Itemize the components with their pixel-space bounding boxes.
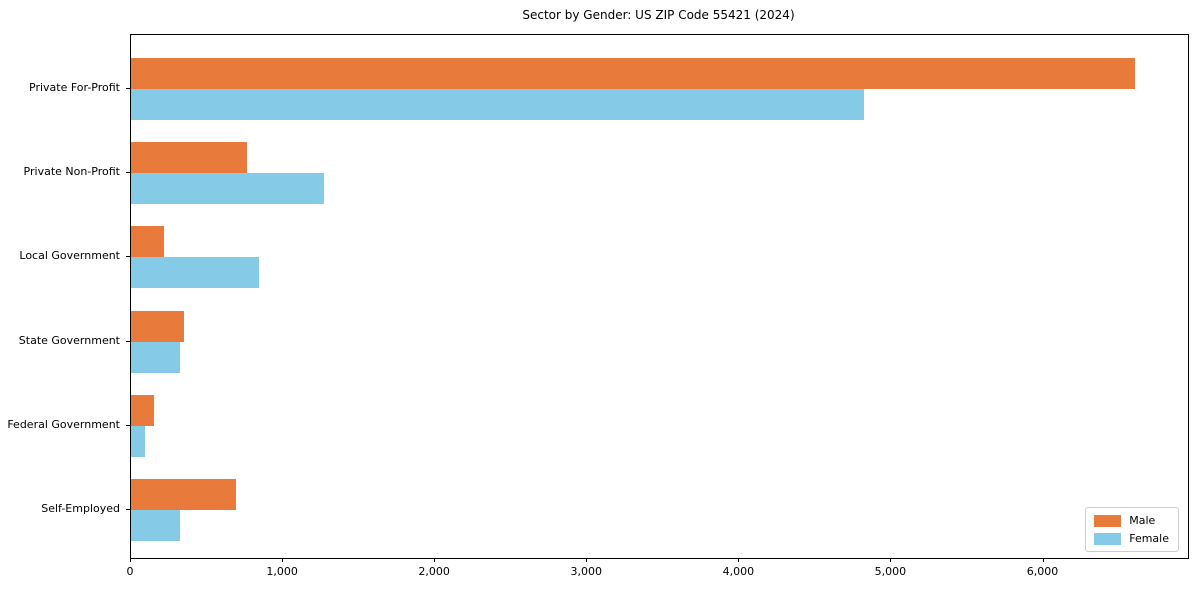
bar-male: [131, 142, 247, 174]
y-axis-tick-mark: [126, 340, 130, 342]
x-axis-tick-mark: [586, 558, 588, 562]
y-axis-category-label: Federal Government: [7, 417, 120, 431]
bar-male: [131, 226, 165, 258]
bar-male: [131, 58, 1135, 89]
x-axis-tick-label: 3,000: [570, 565, 603, 578]
bar-male: [131, 479, 236, 510]
y-axis-category-label: Private Non-Profit: [23, 165, 120, 179]
bar-female: [131, 425, 145, 457]
legend-swatch-male: [1094, 514, 1122, 527]
bar-male: [131, 394, 154, 426]
legend-swatch-female: [1094, 532, 1122, 545]
y-axis-category-label: State Government: [18, 333, 120, 347]
x-axis-tick-label: 4,000: [722, 565, 755, 578]
bar-female: [131, 510, 180, 541]
y-axis-tick-mark: [126, 88, 130, 89]
bar-male: [131, 310, 185, 342]
y-axis-tick-mark: [126, 509, 130, 510]
x-axis-tick-label: 5,000: [874, 565, 907, 578]
x-axis-tick-mark: [434, 558, 436, 562]
y-axis-category-label: Private For-Profit: [29, 81, 120, 94]
x-axis-tick-mark: [890, 558, 892, 562]
x-axis-tick-mark: [130, 558, 131, 562]
y-axis-tick-mark: [126, 424, 130, 426]
chart-title: Sector by Gender: US ZIP Code 55421 (202…: [522, 8, 795, 22]
legend-label-male: Male: [1129, 514, 1156, 527]
bar-female: [131, 257, 259, 289]
x-axis-tick-label: 6,000: [1026, 565, 1059, 578]
y-axis-category-label: Self-Employed: [41, 502, 120, 515]
legend-item-female: Female: [1094, 532, 1169, 545]
plot-area: Male Female: [130, 34, 1189, 559]
x-axis-tick-mark: [738, 558, 740, 562]
y-axis-tick-mark: [126, 172, 130, 174]
legend: Male Female: [1085, 507, 1179, 552]
y-axis-tick-mark: [126, 256, 130, 258]
x-axis-tick-label: 2,000: [418, 565, 450, 578]
bar-female: [131, 89, 865, 120]
x-axis-tick-mark: [282, 558, 284, 562]
bar-female: [131, 341, 180, 373]
y-axis-category-label: Local Government: [19, 249, 120, 263]
x-axis-tick-mark: [1042, 558, 1044, 562]
legend-label-female: Female: [1129, 532, 1169, 545]
x-axis-tick-label: 1,000: [266, 565, 298, 578]
x-axis-tick-label: 0: [126, 565, 134, 578]
legend-item-male: Male: [1094, 514, 1169, 527]
bar-female: [131, 173, 325, 205]
